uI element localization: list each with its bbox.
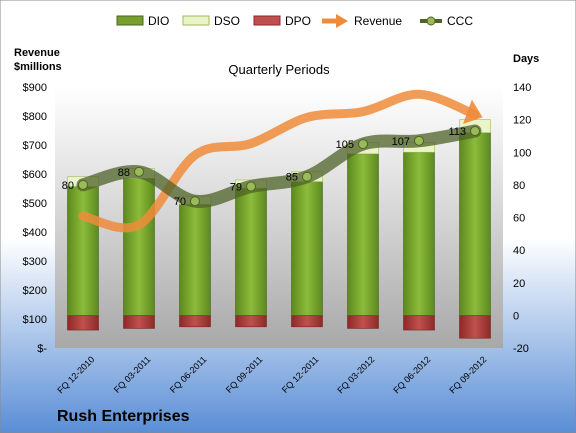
legend-marker-ccc: [426, 16, 436, 26]
legend-item-dso: DSO: [182, 14, 240, 28]
ccc-marker: [470, 126, 480, 137]
ccc-line: [76, 124, 482, 208]
revenue-arrowhead: [463, 99, 483, 125]
ccc-data-label: 79: [230, 182, 242, 194]
left-axis-tick-label: $-: [37, 343, 47, 355]
left-axis-tick-label: $300: [23, 256, 47, 268]
dio-bar: [235, 187, 267, 316]
ccc-data-label: 70: [174, 196, 186, 208]
right-axis-tick-label: 0: [513, 310, 519, 322]
legend-swatch-dpo: [253, 15, 281, 26]
ccc-marker: [78, 179, 88, 190]
ccc-data-label: 88: [118, 167, 130, 179]
company-name: Rush Enterprises: [57, 408, 190, 425]
ccc-marker: [246, 181, 256, 192]
dio-bar: [291, 181, 323, 316]
dpo-bar: [347, 315, 379, 329]
dio-bar: [179, 204, 211, 316]
left-axis-title-line1: Revenue: [14, 47, 60, 59]
legend-arrow-icon: [336, 14, 348, 28]
ccc-data-label: 85: [286, 172, 298, 184]
ccc-marker: [190, 196, 200, 207]
legend-label-dso: DSO: [214, 14, 240, 28]
right-axis-tick-label: 40: [513, 245, 525, 257]
legend-label-revenue: Revenue: [354, 14, 402, 28]
ccc-series: 80 88 70 79 85 105 107 113: [62, 124, 482, 208]
chart-title: Quarterly Periods: [228, 62, 330, 77]
right-axis-tick-label: 20: [513, 278, 525, 290]
ccc-marker: [302, 171, 312, 182]
ccc-marker: [414, 135, 424, 146]
legend-label-dpo: DPO: [285, 14, 311, 28]
dpo-bar: [235, 315, 267, 328]
legend-label-dio: DIO: [148, 14, 169, 28]
ccc-marker: [134, 166, 144, 177]
left-axis-tick-label: $500: [23, 198, 47, 210]
left-axis-title-line2: $millions: [14, 61, 62, 73]
dpo-bar: [403, 315, 435, 331]
legend-label-ccc: CCC: [447, 14, 473, 28]
ccc-data-label: 80: [62, 180, 74, 192]
right-axis-title: Days: [513, 53, 539, 65]
legend-swatch-dso: [182, 15, 210, 26]
revenue-line: [78, 89, 480, 233]
dio-bar: [403, 151, 435, 316]
right-axis-tick-label: 100: [513, 147, 531, 159]
legend: DIO DSO DPO Revenue CCC: [116, 14, 473, 28]
ccc-data-label: 107: [392, 136, 410, 148]
dio-bar: [67, 186, 99, 316]
legend-item-ccc: CCC: [420, 14, 473, 28]
left-axis-tick-label: $200: [23, 285, 47, 297]
bars-group: [67, 119, 491, 339]
left-axis-tick-label: $600: [23, 169, 47, 181]
dio-bar: [123, 178, 155, 316]
left-axis: $- $100 $200 $300 $400 $500 $600 $700 $800 $900: [23, 82, 48, 355]
dpo-bar: [459, 315, 491, 339]
legend-swatch-dio: [116, 15, 144, 26]
right-axis-tick-label: 60: [513, 213, 525, 225]
left-axis-tick-label: $900: [23, 82, 47, 94]
right-axis-tick-label: 80: [513, 180, 525, 192]
left-axis-tick-label: $800: [23, 111, 47, 123]
legend-item-revenue: Revenue: [322, 14, 402, 28]
legend-item-dio: DIO: [116, 14, 169, 28]
left-axis-tick-label: $400: [23, 227, 47, 239]
right-axis-tick-label: 140: [513, 82, 531, 94]
right-axis-tick-label: -20: [513, 343, 529, 355]
ccc-data-label: 105: [336, 139, 354, 151]
ccc-data-label: 113: [448, 126, 466, 138]
left-axis-tick-label: $700: [23, 140, 47, 152]
ccc-marker: [358, 139, 368, 150]
dpo-bar: [291, 315, 323, 328]
right-axis-tick-label: 120: [513, 115, 531, 127]
right-axis: -20 0 20 40 60 80 100 120 140: [513, 82, 531, 355]
legend-item-dpo: DPO: [253, 14, 311, 28]
dpo-bar: [123, 315, 155, 329]
dpo-bar: [67, 315, 99, 331]
dpo-bar: [179, 315, 211, 328]
left-axis-tick-label: $100: [23, 314, 47, 326]
dio-bar: [347, 153, 379, 316]
revenue-series: [78, 89, 483, 233]
dio-bar: [459, 132, 491, 316]
